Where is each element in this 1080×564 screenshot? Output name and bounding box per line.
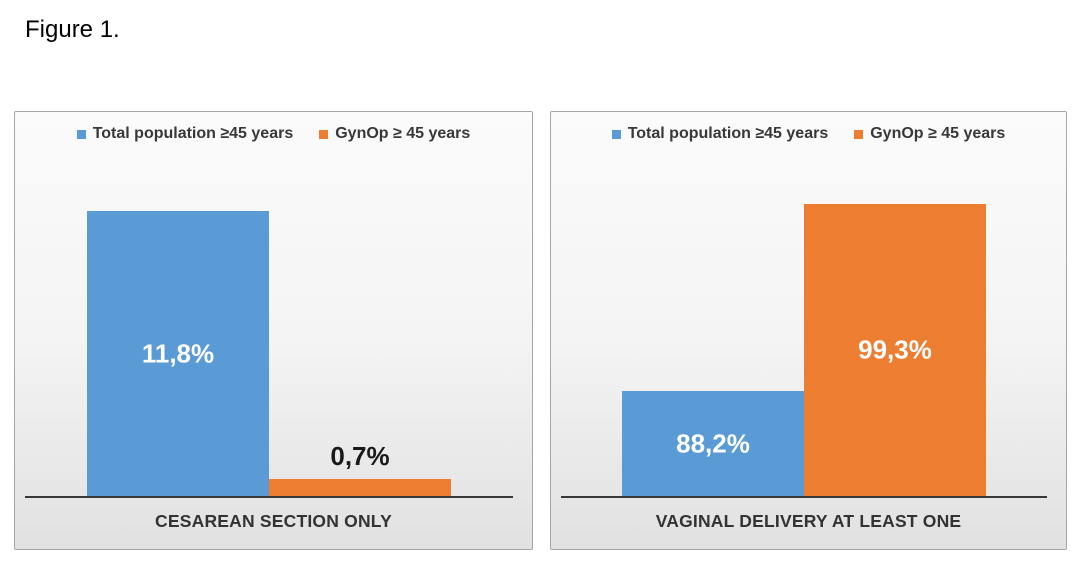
x-axis-line	[25, 496, 513, 498]
legend-swatch-orange-icon	[319, 129, 329, 139]
chart-panel-cesarean-section: Total population ≥45 years GynOp ≥ 45 ye…	[14, 111, 533, 550]
bar-gynop-vaginal: 99,3%	[804, 203, 986, 496]
bar-total-population-cesarean: 11,8%	[87, 211, 269, 496]
legend-label-total-population: Total population ≥45 years	[627, 125, 829, 142]
legend-swatch-blue-icon	[76, 129, 86, 139]
chart-legend: Total population ≥45 years GynOp ≥ 45 ye…	[15, 125, 532, 143]
legend-label-total-population: Total population ≥45 years	[92, 125, 294, 142]
category-label-vaginal: VAGINAL DELIVERY AT LEAST ONE	[655, 511, 962, 531]
bar-group: 11,8% 0,7%	[87, 158, 451, 496]
legend-swatch-orange-icon	[854, 129, 864, 139]
bar-total-population-vaginal: 88,2%	[622, 391, 804, 496]
x-axis-line	[561, 496, 1047, 498]
chart-panel-vaginal-delivery: Total population ≥45 years GynOp ≥ 45 ye…	[550, 111, 1067, 550]
bar-value-label: 99,3%	[858, 334, 932, 365]
bar-gynop-cesarean: 0,7%	[269, 441, 451, 496]
legend-item-total-population: Total population ≥45 years	[76, 125, 294, 143]
plot-area: 88,2% 99,3%	[561, 158, 1047, 498]
legend-item-gynop: GynOp ≥ 45 years	[319, 125, 470, 143]
legend-label-gynop: GynOp ≥ 45 years	[870, 125, 1006, 142]
category-label-cesarean: CESAREAN SECTION ONLY	[155, 511, 392, 531]
legend-label-gynop: GynOp ≥ 45 years	[335, 125, 471, 142]
legend-item-total-population: Total population ≥45 years	[611, 125, 829, 143]
legend-item-gynop: GynOp ≥ 45 years	[854, 125, 1005, 143]
bar-value-label: 88,2%	[676, 428, 750, 459]
legend-swatch-blue-icon	[611, 129, 621, 139]
bar-value-label: 11,8%	[141, 338, 215, 369]
plot-area: 11,8% 0,7%	[25, 158, 513, 498]
figure-title: Figure 1.	[25, 16, 120, 43]
bar-value-label: 0,7%	[330, 441, 390, 472]
bar-group: 88,2% 99,3%	[622, 158, 986, 496]
chart-legend: Total population ≥45 years GynOp ≥ 45 ye…	[551, 125, 1066, 143]
